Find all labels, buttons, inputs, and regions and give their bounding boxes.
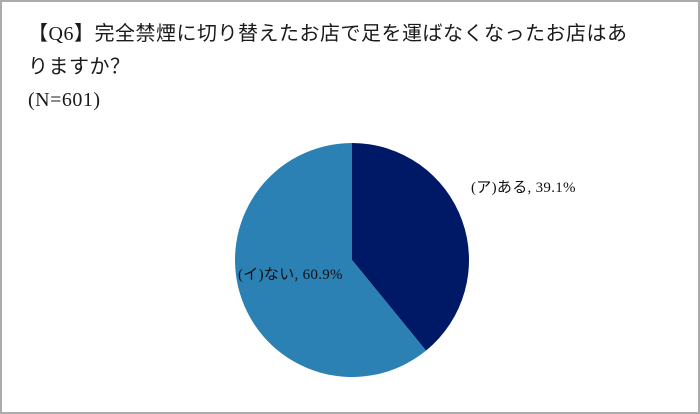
sample-size: (N=601) <box>28 89 101 111</box>
title-line-1: 【Q6】完全禁煙に切り替えたお店で足を運ばなくなったお店はあ <box>28 23 628 45</box>
pie-slice-label-aru: (ア)ある, 39.1% <box>471 180 576 196</box>
chart-title: 【Q6】完全禁煙に切り替えたお店で足を運ばなくなったお店はあ りますか？ (N=… <box>28 18 628 117</box>
pie-slice-aru <box>352 143 470 351</box>
pie-slice-nai <box>235 143 427 378</box>
title-line-2: りますか？ <box>28 56 131 78</box>
pie-slice-label-nai: (イ)ない, 60.9% <box>238 267 343 283</box>
